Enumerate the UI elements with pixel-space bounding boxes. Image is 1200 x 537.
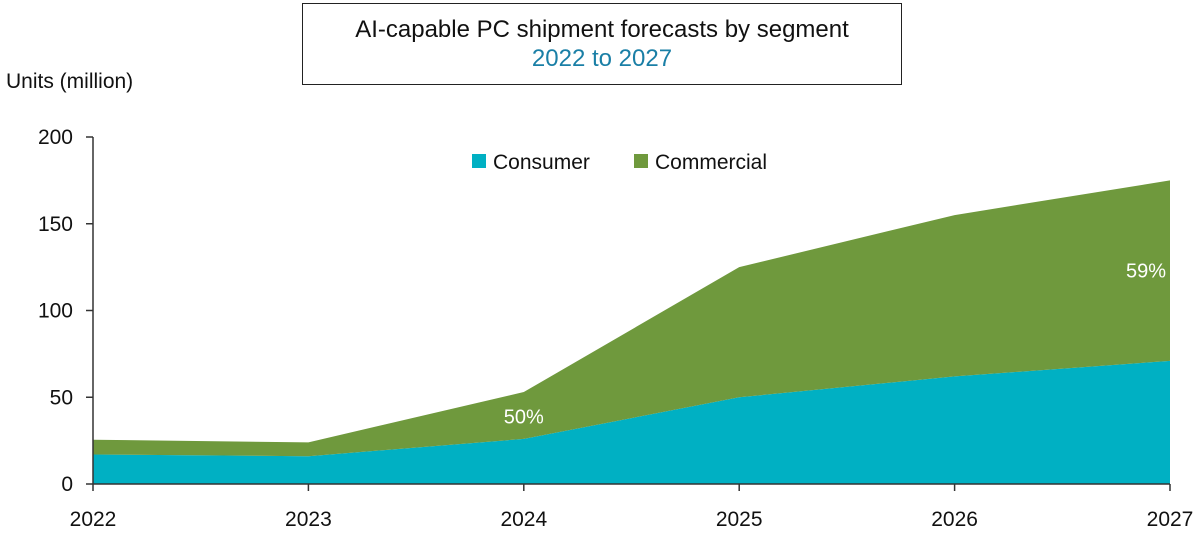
- percent-annotation: 50%: [504, 406, 544, 428]
- percent-annotation: 59%: [1126, 261, 1166, 283]
- area-commercial: [93, 180, 1170, 457]
- y-tick-label: 100: [38, 300, 73, 323]
- legend-swatch-commercial: [634, 154, 648, 168]
- chart-title-box: AI-capable PC shipment forecasts by segm…: [302, 3, 902, 85]
- legend-label-commercial: Commercial: [655, 151, 767, 174]
- y-tick-label: 0: [61, 473, 73, 496]
- y-axis-label: Units (million): [6, 70, 134, 93]
- y-tick-label: 50: [50, 386, 73, 409]
- x-tick-label: 2023: [285, 508, 332, 531]
- y-tick-label: 150: [38, 213, 73, 236]
- x-tick-label: 2024: [500, 508, 547, 531]
- area-consumer: [93, 360, 1170, 484]
- chart-title: AI-capable PC shipment forecasts by segm…: [355, 16, 849, 43]
- x-tick-label: 2026: [931, 508, 978, 531]
- x-tick-label: 2025: [716, 508, 763, 531]
- chart-subtitle: 2022 to 2027: [531, 45, 673, 72]
- x-tick-label: 2022: [70, 508, 117, 531]
- legend-label-consumer: Consumer: [493, 151, 590, 174]
- legend-swatch-consumer: [472, 154, 486, 168]
- y-tick-label: 200: [38, 126, 73, 149]
- x-tick-label: 2027: [1147, 508, 1194, 531]
